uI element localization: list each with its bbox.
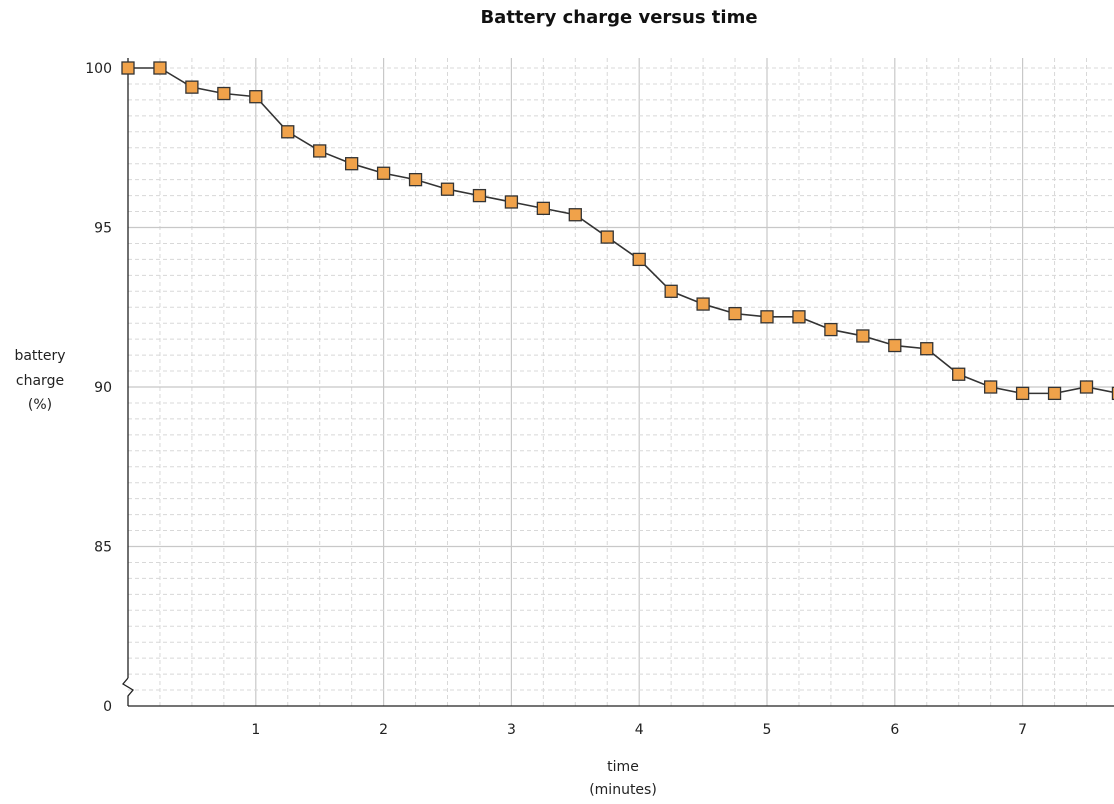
x-axis-label-line-2: (minutes) — [589, 782, 657, 798]
data-point-marker — [1015, 386, 1030, 401]
y-tick-label: 95 — [94, 221, 112, 237]
y-axis-label-line-2: charge — [16, 373, 64, 389]
y-tick-label: 85 — [94, 540, 112, 556]
data-point-marker — [920, 342, 934, 356]
data-point-marker — [856, 329, 870, 343]
grid — [128, 58, 1114, 706]
y-tick-label: 100 — [85, 61, 112, 77]
data-point-marker — [1079, 380, 1094, 394]
data-point-marker — [217, 86, 231, 101]
data-point-marker — [153, 61, 167, 75]
data-point-marker — [313, 144, 327, 158]
data-point-marker — [792, 310, 806, 324]
data-point-marker — [664, 284, 678, 298]
x-tick-label: 2 — [379, 722, 388, 738]
series-battery-charge — [121, 61, 1114, 401]
data-point-marker — [984, 380, 998, 394]
data-point-marker — [952, 367, 966, 381]
data-point-marker — [1047, 386, 1062, 401]
data-point-marker — [281, 125, 295, 139]
axes — [122, 58, 1114, 707]
data-point-marker — [568, 208, 582, 222]
y-axis-break — [122, 677, 134, 706]
data-point-marker — [185, 80, 199, 94]
data-point-marker — [632, 252, 646, 267]
data-point-marker — [600, 230, 614, 244]
x-tick-label: 3 — [507, 722, 516, 738]
y-axis-label-line-3: (%) — [28, 397, 52, 413]
x-tick-label: 1 — [251, 722, 260, 738]
data-point-marker — [888, 338, 902, 353]
data-point-marker — [536, 201, 550, 216]
data-point-marker — [728, 306, 742, 321]
y-axis-label-line-1: battery — [14, 348, 65, 364]
y-tick-label: 0 — [103, 699, 112, 715]
x-axis-ticks: 1 2 3 4 5 6 7 — [251, 722, 1027, 738]
data-point-marker — [249, 90, 263, 104]
data-point-marker — [121, 61, 135, 75]
data-point-marker — [376, 166, 391, 180]
x-tick-label: 5 — [763, 722, 772, 738]
data-point-marker — [760, 310, 774, 324]
data-point-marker — [1111, 386, 1114, 401]
data-point-marker — [504, 195, 519, 209]
data-point-marker — [344, 157, 359, 171]
chart-title: Battery charge versus time — [480, 7, 757, 28]
x-tick-label: 6 — [890, 722, 899, 738]
x-axis-label-line-1: time — [607, 759, 639, 775]
series-line — [128, 67, 1114, 395]
x-tick-label: 4 — [635, 722, 644, 738]
data-point-marker — [824, 322, 838, 337]
y-tick-label: 90 — [94, 380, 112, 396]
data-point-marker — [696, 297, 710, 311]
data-point-marker — [408, 172, 423, 187]
data-point-marker — [472, 188, 487, 203]
data-point-marker — [440, 182, 455, 196]
x-tick-label: 7 — [1018, 722, 1027, 738]
y-axis-ticks: 100 95 90 85 0 — [85, 61, 112, 715]
